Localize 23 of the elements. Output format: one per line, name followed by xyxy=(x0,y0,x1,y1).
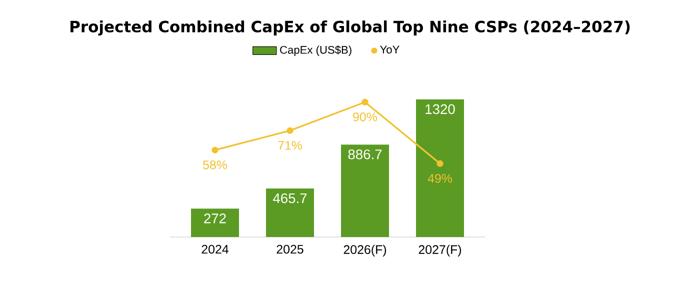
legend-label: CapEx (US$B) xyxy=(280,45,352,56)
bar xyxy=(341,144,390,237)
point xyxy=(286,127,294,134)
point xyxy=(212,146,218,154)
data-label: 886.7 xyxy=(348,149,382,160)
point xyxy=(436,160,444,167)
data-label: 465.7 xyxy=(273,193,307,204)
data-label: 71% xyxy=(278,141,302,150)
x-tick-label: 2026(F) xyxy=(344,244,386,256)
data-label: 90% xyxy=(353,112,378,122)
x-tick-label: 2027(F) xyxy=(418,244,462,256)
data-label: 58% xyxy=(203,160,228,170)
bar xyxy=(191,208,240,237)
chart-title: Projected Combined CapEx of Global Top Nine CSPs (2024–2027) xyxy=(70,20,630,36)
x-tick-label: 2024 xyxy=(202,244,228,254)
data-label: 49% xyxy=(428,174,452,183)
data-label: 272 xyxy=(204,214,226,224)
point xyxy=(362,98,368,106)
bar xyxy=(416,99,464,237)
bar xyxy=(266,188,314,237)
x-tick-label: 2025 xyxy=(276,244,304,254)
data-label: 1320 xyxy=(426,104,455,114)
legend-label: YoY xyxy=(380,46,400,54)
